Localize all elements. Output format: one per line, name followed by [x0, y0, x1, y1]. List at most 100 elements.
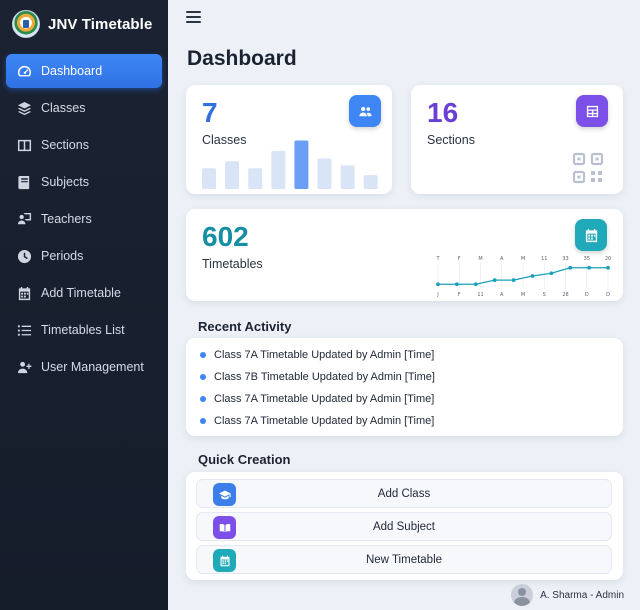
chart-bottom-tick-label: D — [585, 292, 589, 298]
chart-bottom-tick-label: D — [606, 292, 610, 298]
button-label: Add Subject — [372, 520, 435, 533]
sidebar-item-label: Sections — [41, 138, 89, 152]
classes-bar — [294, 140, 309, 189]
book-icon — [16, 174, 32, 190]
activity-item[interactable]: Class 7A Timetable Updated by Admin [Tim… — [200, 415, 434, 427]
timetables-data-point — [568, 265, 573, 270]
graduation-cap-icon — [213, 483, 236, 506]
classes-label: Classes — [202, 133, 247, 147]
sidebar-nav: Dashboard Classes Sections Subjects Teac… — [0, 54, 168, 384]
sidebar-item-user-management[interactable]: User Management — [6, 350, 162, 384]
classes-bar — [225, 161, 240, 189]
chart-bottom-tick-label: S — [543, 292, 546, 298]
sections-count: 16 — [427, 97, 459, 128]
sidebar-item-label: Dashboard — [41, 64, 103, 78]
activity-text: Class 7A Timetable Updated by Admin [Tim… — [214, 415, 435, 427]
user-name: A. Sharma - Admin — [540, 589, 624, 601]
chart-bottom-tick-label: A — [500, 292, 504, 298]
quick-creation-title: Quick Creation — [198, 452, 291, 467]
users-icon — [349, 95, 381, 127]
chart-top-tick-label: T — [435, 256, 440, 262]
sidebar-item-classes[interactable]: Classes — [6, 91, 162, 125]
timetables-data-point — [511, 278, 516, 283]
timetables-data-point — [454, 282, 459, 287]
chart-bottom-tick-label: 28 — [562, 292, 568, 298]
add-class-button[interactable]: Add Class — [196, 479, 612, 508]
timetables-data-point — [587, 265, 592, 270]
chart-top-tick-label: A — [500, 256, 504, 262]
chart-top-tick-label: 20 — [605, 256, 611, 262]
gauge-icon — [16, 63, 32, 79]
chart-top-tick-label: 11 — [541, 256, 547, 262]
calendar-icon — [575, 219, 607, 251]
chart-top-tick-label: M — [521, 256, 525, 262]
school-logo — [12, 10, 40, 38]
sidebar-item-label: Add Timetable — [41, 286, 121, 300]
chart-top-tick-label: 35 — [584, 256, 590, 262]
activity-text: Class 7B Timetable Updated by Admin [Tim… — [214, 371, 435, 383]
add-subject-button[interactable]: Add Subject — [196, 512, 612, 541]
calendar-icon — [16, 285, 32, 301]
sidebar-item-label: User Management — [41, 360, 144, 374]
sidebar-item-dashboard[interactable]: Dashboard — [6, 54, 162, 88]
sidebar-item-sections[interactable]: Sections — [6, 128, 162, 162]
chart-top-tick-label: M — [478, 256, 482, 262]
classes-bar — [248, 168, 263, 189]
activity-item[interactable]: Class 7B Timetable Updated by Admin [Tim… — [200, 371, 435, 383]
classes-bar — [202, 168, 216, 189]
sidebar-item-label: Teachers — [41, 212, 92, 226]
sections-card[interactable]: 16 Sections — [411, 85, 623, 194]
menu-toggle-button[interactable] — [186, 11, 202, 23]
timetables-card[interactable]: 602 Timetables T F M A M 11 33 35 20 J F 11 A M S 28 D D — [186, 209, 623, 301]
timetables-count: 602 — [202, 221, 249, 252]
user-menu[interactable]: A. Sharma - Admin — [511, 584, 624, 606]
bullet-icon — [200, 396, 206, 402]
teacher-icon — [16, 211, 32, 227]
sections-label: Sections — [427, 133, 475, 147]
classes-count: 7 — [202, 97, 218, 128]
clock-icon — [16, 248, 32, 264]
app-title: JNV Timetable — [48, 15, 153, 33]
classes-card[interactable]: 7 Classes — [186, 85, 392, 194]
calendar-icon — [213, 549, 236, 572]
chart-bottom-tick-label: M — [521, 292, 525, 298]
timetables-data-point — [492, 278, 497, 283]
timetables-label: Timetables — [202, 257, 263, 271]
sidebar: JNV Timetable Dashboard Classes Sections… — [0, 0, 168, 610]
sidebar-item-add-timetable[interactable]: Add Timetable — [6, 276, 162, 310]
main-content: Dashboard 7 Classes 16 Sections — [168, 0, 640, 610]
quick-creation-card: Add Class Add Subject New Timetable — [186, 472, 623, 580]
chart-bottom-tick-label: 11 — [477, 292, 483, 298]
timetables-data-point — [549, 271, 554, 276]
activity-item[interactable]: Class 7A Timetable Updated by Admin [Tim… — [200, 349, 434, 361]
bullet-icon — [200, 418, 206, 424]
sidebar-item-periods[interactable]: Periods — [6, 239, 162, 273]
columns-icon — [16, 137, 32, 153]
brand[interactable]: JNV Timetable — [0, 0, 168, 48]
list-icon — [16, 322, 32, 338]
classes-bar — [363, 175, 378, 189]
sidebar-item-label: Classes — [41, 101, 86, 115]
chart-bottom-tick-label: J — [436, 292, 438, 298]
sidebar-item-label: Periods — [41, 249, 84, 263]
user-plus-icon — [16, 359, 32, 375]
sidebar-item-timetables-list[interactable]: Timetables List — [6, 313, 162, 347]
classes-bar — [340, 165, 355, 189]
chart-bottom-tick-label: F — [458, 292, 461, 298]
activity-text: Class 7A Timetable Updated by Admin [Tim… — [214, 349, 435, 361]
timetables-line-chart: T F M A M 11 33 35 20 J F 11 A M S 28 D D — [435, 256, 611, 298]
recent-activity-card: Class 7A Timetable Updated by Admin [Tim… — [186, 338, 623, 436]
open-book-icon — [213, 516, 236, 539]
sidebar-item-subjects[interactable]: Subjects — [6, 165, 162, 199]
timetables-data-point — [436, 282, 440, 287]
timetables-data-point — [473, 282, 478, 287]
classes-bar — [271, 150, 286, 189]
activity-item[interactable]: Class 7A Timetable Updated by Admin [Tim… — [200, 393, 434, 405]
sidebar-item-label: Subjects — [41, 175, 89, 189]
sidebar-item-teachers[interactable]: Teachers — [6, 202, 162, 236]
button-label: New Timetable — [365, 553, 443, 566]
layers-icon — [16, 100, 32, 116]
new-timetable-button[interactable]: New Timetable — [196, 545, 612, 574]
activity-text: Class 7A Timetable Updated by Admin [Tim… — [214, 393, 435, 405]
sidebar-item-label: Timetables List — [41, 323, 125, 337]
